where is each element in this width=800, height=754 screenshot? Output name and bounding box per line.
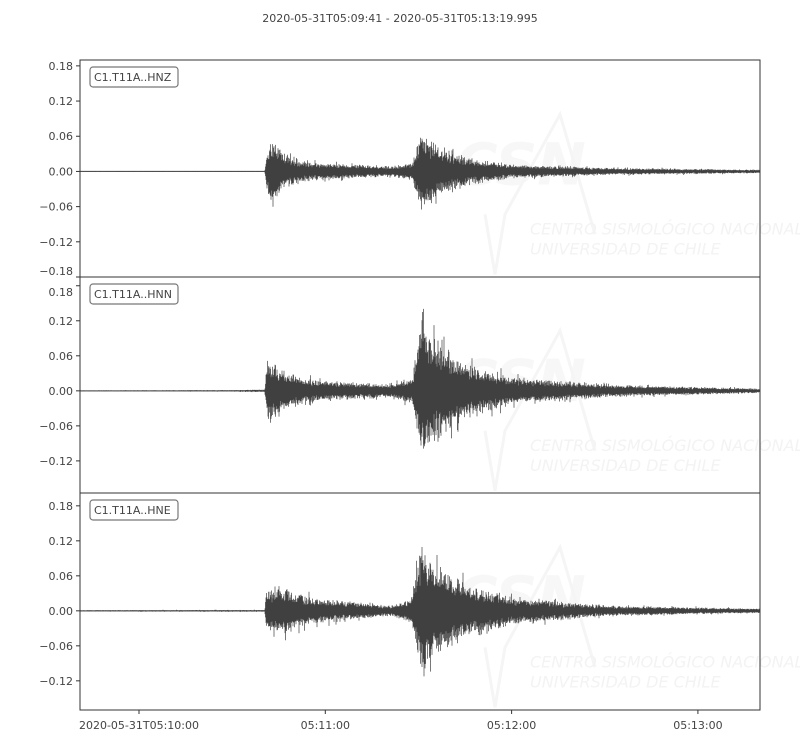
watermark-line1: CENTRO SISMOLÓGICO NACIONAL (530, 436, 800, 455)
y-tick-label: 0.00 (49, 385, 74, 398)
y-tick-label: 0.06 (49, 130, 74, 143)
channel-label-box (89, 66, 179, 88)
x-tick-label: 05:12:00 (487, 719, 536, 732)
x-tick-label: 2020-05-31T05:10:00 (79, 719, 199, 732)
y-tick-label: 0.06 (49, 350, 74, 363)
watermark-line2: UNIVERSIDAD DE CHILE (530, 456, 721, 475)
y-tick-label: −0.06 (39, 420, 73, 433)
channel-label-box (89, 283, 179, 305)
y-tick-label: −0.06 (39, 201, 73, 214)
y-tick-label: −0.12 (39, 675, 73, 688)
y-tick-label: −0.06 (39, 640, 73, 653)
chart-title: 2020-05-31T05:09:41 - 2020-05-31T05:13:1… (262, 12, 538, 25)
y-tick-label: −0.18 (39, 265, 73, 278)
watermark-line1: CENTRO SISMOLÓGICO NACIONAL (530, 652, 800, 671)
waveform-C1.T11A..HNZ (79, 137, 760, 210)
y-tick-label: 0.12 (49, 535, 74, 548)
y-tick-label: 0.18 (49, 286, 74, 299)
channel-label: C1.T11A..HNE (94, 504, 171, 517)
watermark-line1: CENTRO SISMOLÓGICO NACIONAL (530, 219, 800, 238)
y-tick-label: 0.06 (49, 570, 74, 583)
x-tick-label: 05:11:00 (301, 719, 350, 732)
watermark-line2: UNIVERSIDAD DE CHILE (530, 672, 721, 691)
axes-frame (79, 492, 761, 711)
watermark-wave-icon (483, 110, 597, 275)
channel-label-box (89, 499, 179, 521)
waveform-C1.T11A..HNN (79, 308, 760, 449)
y-tick-label: 0.12 (49, 315, 74, 328)
channel-label: C1.T11A..HNZ (94, 71, 172, 84)
channel-label: C1.T11A..HNN (94, 288, 172, 301)
x-tick-label: 05:13:00 (673, 719, 722, 732)
y-tick-label: 0.18 (49, 500, 74, 513)
y-tick-label: 0.00 (49, 165, 74, 178)
watermark-wave-icon (483, 326, 597, 492)
watermark-line2: UNIVERSIDAD DE CHILE (530, 239, 721, 258)
y-tick-label: 0.12 (49, 95, 74, 108)
y-tick-label: 0.00 (49, 605, 74, 618)
y-tick-label: 0.18 (49, 60, 74, 73)
y-tick-label: −0.12 (39, 455, 73, 468)
y-tick-label: −0.12 (39, 236, 73, 249)
watermark-wave-icon (483, 543, 597, 708)
